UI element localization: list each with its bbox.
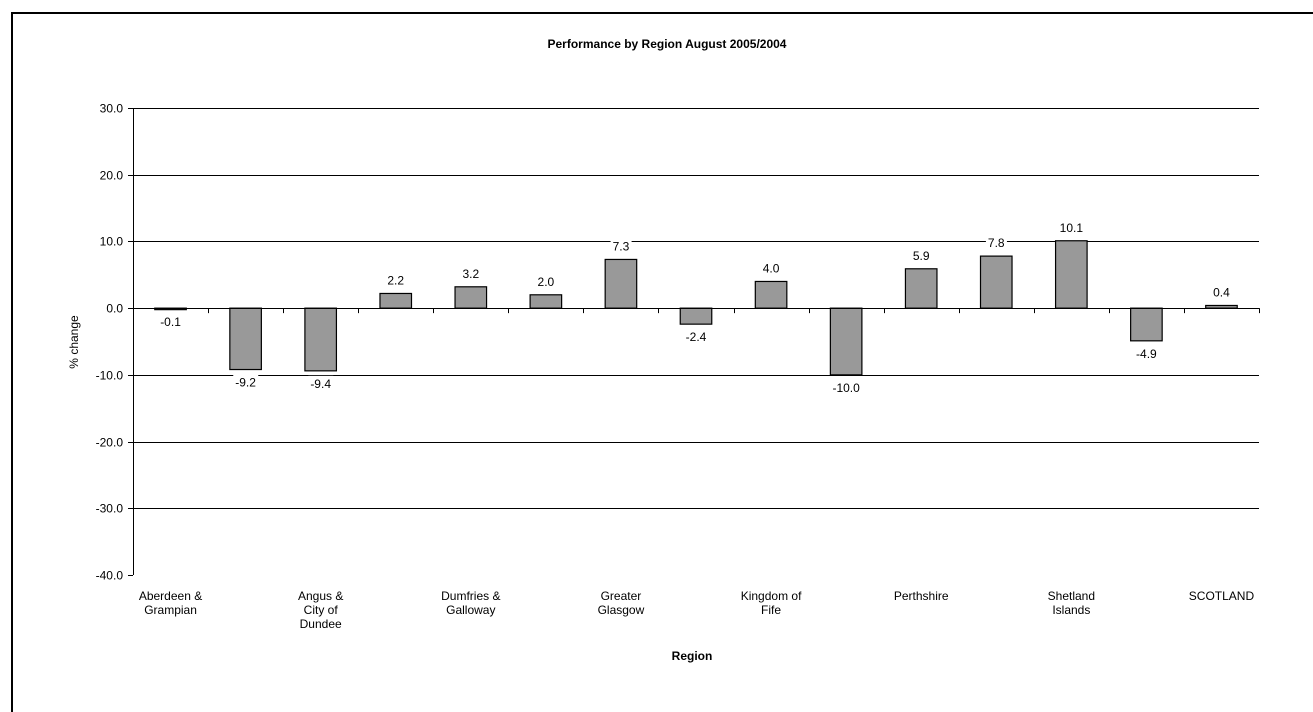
category-label: Kingdom of Fife (741, 589, 802, 617)
category-label-line: Kingdom of (741, 589, 802, 603)
data-label-background (760, 260, 782, 277)
data-label: 2.2 (387, 273, 404, 287)
bar (229, 307, 262, 371)
data-label: -0.1 (160, 315, 181, 329)
y-tick-label: 20.0 (100, 169, 124, 183)
data-label-background (460, 265, 482, 282)
y-tick-label: 10.0 (100, 235, 124, 249)
data-label: -2.4 (686, 330, 707, 344)
category-label-line: City of (304, 603, 339, 617)
data-label: 4.0 (763, 261, 780, 275)
y-axis-label: % change (67, 315, 81, 369)
bar (1205, 304, 1238, 309)
y-tick-label: -20.0 (96, 436, 124, 450)
bar (379, 292, 413, 309)
category-label-line: Islands (1052, 603, 1090, 617)
data-label: 10.1 (1060, 221, 1084, 235)
category-label-line: Galloway (446, 603, 495, 617)
bar (604, 258, 638, 309)
y-tick-label: -30.0 (96, 502, 124, 516)
category-label: Angus & City of Dundee (298, 589, 343, 631)
bar (304, 307, 338, 372)
data-label: 0.4 (1213, 285, 1230, 299)
category-label: Dumfries & Galloway (441, 589, 500, 617)
axes (128, 108, 1260, 576)
data-label-background (1057, 219, 1086, 236)
category-label-line: SCOTLAND (1189, 589, 1255, 603)
data-label-background (385, 272, 407, 289)
data-label-background (830, 379, 863, 396)
data-label: -9.2 (235, 376, 256, 390)
bar (679, 307, 713, 325)
category-label-line: Angus & (298, 589, 343, 603)
y-tick-label: -10.0 (96, 369, 124, 383)
category-label-line: Aberdeen & (139, 589, 202, 603)
data-label-background (1211, 284, 1233, 301)
data-label-background (610, 238, 632, 255)
data-label: 7.3 (613, 239, 630, 253)
category-label-line: Greater (601, 589, 642, 603)
bars (154, 240, 1238, 376)
category-label-line: Dumfries & (441, 589, 500, 603)
data-label-background (308, 375, 334, 392)
data-label-background (1134, 345, 1160, 362)
category-label: Perthshire (894, 589, 949, 603)
data-label: -10.0 (832, 381, 860, 395)
data-label-background (910, 247, 932, 264)
category-label-line: Perthshire (894, 589, 949, 603)
data-label-background (158, 313, 184, 330)
data-label: 7.8 (988, 236, 1005, 250)
bar (829, 307, 863, 376)
chart-title: Performance by Region August 2005/2004 (548, 37, 787, 51)
bar (454, 286, 488, 309)
data-label: 5.9 (913, 249, 930, 263)
bar (904, 268, 938, 309)
category-label-line: Glasgow (598, 603, 645, 617)
data-label-background (535, 273, 557, 290)
category-label-line: Shetland (1048, 589, 1095, 603)
category-label: SCOTLAND (1189, 589, 1255, 603)
category-label: Shetland Islands (1048, 589, 1095, 617)
category-label: Aberdeen & Grampian (139, 589, 202, 617)
category-label: Greater Glasgow (598, 589, 645, 617)
x-axis-label: Region (672, 649, 713, 663)
bar (1130, 307, 1163, 342)
y-tick-label: 30.0 (100, 102, 124, 116)
data-label: -9.4 (310, 377, 331, 391)
data-label: -4.9 (1136, 347, 1157, 361)
data-label: 3.2 (462, 267, 479, 281)
tick-labels: 30.0 20.0 10.0 0.0 -10.0 -20.0 -30.0 -40.0 (96, 102, 124, 583)
category-label-line: Dundee (300, 617, 342, 631)
bar (979, 255, 1013, 309)
bar (1054, 240, 1088, 309)
y-tick-label: 0.0 (106, 302, 123, 316)
bar (754, 280, 788, 309)
data-label-background (233, 374, 259, 391)
y-tick-label: -40.0 (96, 569, 124, 583)
data-label-background (985, 235, 1007, 252)
bar (529, 294, 563, 309)
category-label-line: Fife (761, 603, 781, 617)
data-label: 2.0 (538, 275, 555, 289)
category-label-line: Grampian (144, 603, 197, 617)
data-labels: -0.1 -9.2 -9.4 2.2 3.2 2.0 7.3 -2.4 4.0 -10.0 5.9 7… (158, 219, 1233, 396)
chart-frame (11, 12, 1313, 712)
data-label-background (683, 329, 709, 346)
